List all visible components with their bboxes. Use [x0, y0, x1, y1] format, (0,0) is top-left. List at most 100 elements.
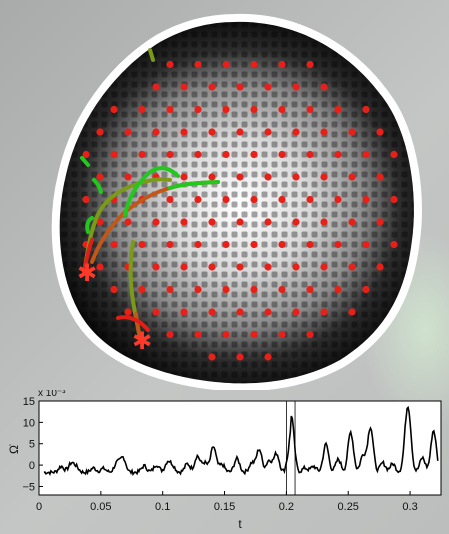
red-marker: [320, 308, 328, 316]
red-marker: [362, 240, 370, 249]
red-marker: [348, 263, 356, 271]
red-marker: [180, 83, 188, 91]
red-marker: [208, 263, 216, 271]
red-marker: [208, 173, 216, 181]
y-tick-label: −5: [22, 481, 35, 493]
red-marker: [334, 195, 342, 204]
red-marker: [96, 218, 104, 226]
y-axis-ticks: 15 10 5 0 −5: [22, 396, 43, 493]
red-marker: [180, 308, 188, 316]
red-marker: [306, 105, 314, 114]
red-marker: [96, 173, 104, 181]
x-tick-label: 0.05: [90, 501, 111, 513]
red-marker: [194, 195, 202, 204]
red-marker: [278, 240, 286, 249]
trail-1b: [82, 238, 94, 274]
red-marker: [306, 60, 314, 69]
red-marker: [152, 218, 160, 226]
red-marker: [292, 83, 300, 91]
red-marker: [180, 173, 188, 181]
signal-line: [43, 405, 439, 476]
red-marker: [376, 218, 384, 226]
trail-5: [116, 315, 150, 332]
red-marker: [180, 128, 188, 136]
red-marker: [166, 60, 174, 69]
red-marker: [222, 285, 230, 294]
red-marker: [278, 60, 286, 69]
red-marker: [110, 240, 118, 249]
red-marker: [334, 285, 342, 294]
red-marker: [236, 263, 244, 271]
red-marker: [236, 83, 244, 91]
red-marker: [278, 105, 286, 114]
red-marker: [222, 150, 230, 159]
x-axis-ticks: 0 0.05 0.1 0.15 0.2 0.25 0.3: [36, 491, 418, 513]
red-marker: [208, 218, 216, 226]
red-marker: [320, 83, 328, 91]
scale-label: x 10⁻³: [38, 390, 66, 399]
red-marker: [390, 240, 398, 249]
red-marker: [152, 83, 160, 91]
y-axis-label: Ω̇: [7, 444, 21, 454]
red-marker: [292, 263, 300, 271]
red-marker: [264, 173, 272, 181]
red-marker: [166, 105, 174, 114]
x-tick-label: 0.2: [279, 501, 294, 513]
red-marker: [306, 195, 314, 204]
trail-8: [148, 48, 155, 62]
red-marker: [208, 353, 216, 361]
red-marker: [166, 195, 174, 204]
red-marker: [96, 263, 104, 271]
red-marker: [292, 308, 300, 316]
red-marker: [362, 105, 370, 114]
red-marker: [376, 173, 384, 181]
red-marker: [208, 128, 216, 136]
red-marker: [334, 105, 342, 114]
red-marker: [166, 240, 174, 249]
red-marker: [376, 263, 384, 271]
red-marker: [138, 285, 146, 294]
red-marker: [292, 173, 300, 181]
red-marker: [166, 285, 174, 294]
red-marker: [236, 173, 244, 181]
trail-9: [85, 216, 94, 234]
red-marker: [194, 240, 202, 249]
particle-trails: [80, 48, 220, 340]
red-marker: [152, 308, 160, 316]
red-marker: [250, 330, 258, 339]
red-marker: [306, 150, 314, 159]
red-marker: [306, 240, 314, 249]
red-marker: [152, 128, 160, 136]
red-marker: [362, 195, 370, 204]
red-marker: [320, 218, 328, 226]
red-marker: [320, 128, 328, 136]
x-tick-label: 0.25: [338, 501, 359, 513]
trail-3: [123, 166, 180, 217]
red-marker: [250, 195, 258, 204]
trail-2b: [168, 180, 220, 190]
red-marker: [236, 128, 244, 136]
red-marker: [222, 195, 230, 204]
red-marker: [264, 353, 272, 361]
red-marker: [292, 128, 300, 136]
particle-raft-image: ✱ ✱: [51, 13, 422, 390]
red-marker: [348, 308, 356, 316]
red-marker: [138, 240, 146, 249]
red-marker: [278, 150, 286, 159]
raft-particle-grid: [59, 21, 414, 384]
red-marker: [236, 353, 244, 361]
red-marker: [194, 60, 202, 69]
y-tick-label: 0: [29, 460, 35, 472]
star-marker-2: ✱: [132, 327, 152, 355]
red-marker: [264, 263, 272, 271]
red-marker: [124, 128, 132, 136]
red-marker: [264, 128, 272, 136]
red-marker: [348, 128, 356, 136]
x-tick-label: 0.1: [155, 501, 170, 513]
red-marker: [348, 218, 356, 226]
y-tick-label: 5: [29, 439, 35, 451]
red-marker: [320, 263, 328, 271]
red-marker: [250, 285, 258, 294]
red-marker: [250, 60, 258, 69]
